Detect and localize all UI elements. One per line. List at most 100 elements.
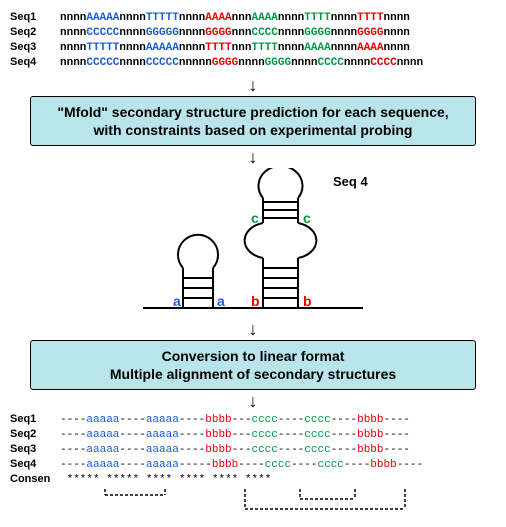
- box2-line1: Conversion to linear format: [162, 348, 345, 364]
- seq-segment: ----: [119, 429, 145, 441]
- seq-segment: nnn: [232, 27, 252, 39]
- seq-segment: nnnn: [179, 27, 205, 39]
- seq-segment: bbbb: [205, 444, 231, 456]
- seq-label: Seq4: [10, 55, 60, 69]
- label-b-right: b: [303, 293, 312, 309]
- seq-segment: ---: [232, 444, 252, 456]
- seq-segment: ----: [278, 429, 304, 441]
- seq-label: Seq3: [10, 442, 60, 456]
- label-b-left: b: [251, 293, 260, 309]
- seq-segment: ****: [212, 474, 238, 486]
- seq-segment: cccc: [317, 459, 343, 471]
- rna-structure: Seq 4 a a b b c c: [123, 168, 383, 318]
- label-seq4: Seq 4: [333, 174, 368, 189]
- seq-segment: nnnn: [119, 42, 145, 54]
- seq-segment: TTTTT: [86, 42, 119, 54]
- seq-segment: ----: [384, 414, 410, 426]
- seq-segment: nnnn: [60, 57, 86, 69]
- seq-segment: nnnn: [331, 42, 357, 54]
- alignment-block: Seq1----aaaaa----aaaaa----bbbb---cccc---…: [10, 412, 496, 487]
- seq-segment: ----: [119, 414, 145, 426]
- seq-segment: ----: [179, 444, 205, 456]
- seq-segment: nnnn: [119, 57, 145, 69]
- seq-segment: ----: [384, 444, 410, 456]
- seq-segment: aaaaa: [86, 459, 119, 471]
- seq-segment: TTTTT: [146, 12, 179, 24]
- seq-segment: -----: [179, 459, 212, 471]
- seq-segment: AAAAA: [86, 12, 119, 24]
- seq-segment: cccc: [304, 444, 330, 456]
- seq-segment: cccc: [251, 414, 277, 426]
- seq-segment: CCCC: [317, 57, 343, 69]
- seq-segment: CCCCC: [86, 27, 119, 39]
- seq-segment: ----: [331, 414, 357, 426]
- seq-segment: ----: [60, 429, 86, 441]
- seq-segment: ----: [278, 414, 304, 426]
- label-a-right: a: [217, 293, 225, 309]
- seq-segment: aaaaa: [146, 429, 179, 441]
- seq-segment: aaaaa: [146, 444, 179, 456]
- seq-segment: aaaaa: [146, 459, 179, 471]
- seq-segment: ----: [238, 459, 264, 471]
- pairing-brackets: [10, 487, 496, 517]
- seq-segment: bbbb: [357, 444, 383, 456]
- seq-segment: GGGGG: [146, 27, 179, 39]
- seq-label: Seq1: [10, 412, 60, 426]
- seq-segment: GGGG: [205, 27, 231, 39]
- seq-segment: nnnn: [384, 27, 410, 39]
- seq-segment: AAAA: [205, 12, 231, 24]
- seq-segment: AAAA: [304, 42, 330, 54]
- seq-segment: nnnn: [278, 12, 304, 24]
- seq-segment: GGGG: [212, 57, 238, 69]
- seq-segment: ----: [179, 429, 205, 441]
- box-conversion: Conversion to linear format Multiple ali…: [30, 340, 476, 390]
- seq-segment: ****: [146, 474, 172, 486]
- seq-segment: nnnn: [179, 42, 205, 54]
- seq-segment: ----: [119, 444, 145, 456]
- seq-segment: cccc: [251, 444, 277, 456]
- seq-segment: TTTT: [357, 12, 383, 24]
- seq-segment: GGGG: [304, 27, 330, 39]
- seq-segment: GGGG: [357, 27, 383, 39]
- seq-segment: [238, 474, 245, 486]
- seq-segment: ****: [245, 474, 271, 486]
- seq-segment: ----: [397, 459, 423, 471]
- seq-segment: nnnnn: [179, 57, 212, 69]
- seq-segment: AAAA: [357, 42, 383, 54]
- seq-segment: ****: [179, 474, 205, 486]
- seq-segment: nnnn: [238, 57, 264, 69]
- seq-segment: ---: [232, 429, 252, 441]
- seq-segment: ----: [331, 429, 357, 441]
- seq-label: Seq2: [10, 25, 60, 39]
- label-c-right: c: [303, 210, 311, 226]
- seq-segment: nnnn: [119, 27, 145, 39]
- seq-segment: TTTT: [205, 42, 231, 54]
- seq-segment: CCCC: [251, 27, 277, 39]
- seq-segment: cccc: [265, 459, 291, 471]
- seq-label: Consen: [10, 472, 60, 486]
- seq-segment: nnnn: [384, 12, 410, 24]
- seq-label: Seq2: [10, 427, 60, 441]
- seq-segment: ----: [60, 459, 86, 471]
- seq-segment: aaaaa: [86, 429, 119, 441]
- seq-segment: nnnn: [60, 27, 86, 39]
- seq-segment: nnnn: [331, 27, 357, 39]
- seq-segment: aaaaa: [146, 414, 179, 426]
- seq-segment: ----: [119, 459, 145, 471]
- seq-segment: TTTT: [251, 42, 277, 54]
- seq-segment: nnnn: [291, 57, 317, 69]
- seq-segment: ----: [278, 444, 304, 456]
- seq-segment: ----: [60, 414, 86, 426]
- seq-label: Seq4: [10, 457, 60, 471]
- seq-segment: nnn: [232, 42, 252, 54]
- seq-segment: nnnn: [331, 12, 357, 24]
- seq-segment: ----: [60, 444, 86, 456]
- seq-segment: ----: [384, 429, 410, 441]
- seq-segment: [60, 474, 67, 486]
- box1-line1: "Mfold" secondary structure prediction f…: [57, 104, 448, 120]
- box2-line2: Multiple alignment of secondary structur…: [110, 366, 396, 382]
- seq-segment: nnnn: [397, 57, 423, 69]
- seq-segment: GGGG: [265, 57, 291, 69]
- seq-label: Seq1: [10, 10, 60, 24]
- box1-line2: with constraints based on experimental p…: [94, 122, 413, 138]
